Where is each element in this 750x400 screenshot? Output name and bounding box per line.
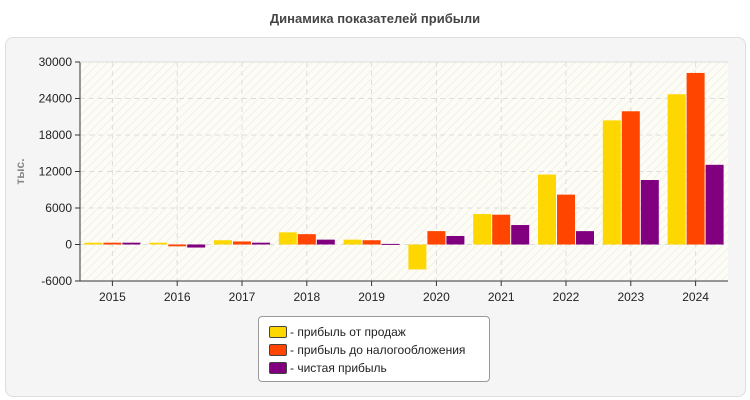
bar-2018-0 <box>278 232 297 245</box>
y-tick-label: 0 <box>65 238 72 252</box>
x-tick-label: 2021 <box>488 290 515 304</box>
x-tick-label: 2018 <box>293 290 320 304</box>
bar-2021-0 <box>473 214 492 245</box>
legend-swatch <box>269 344 287 356</box>
bar-2020-1 <box>427 231 446 245</box>
bar-2022-2 <box>576 231 594 245</box>
bar-2015-1 <box>103 242 122 245</box>
bar-2019-2 <box>381 243 400 245</box>
bar-2021-2 <box>511 225 530 245</box>
bar-2024-2 <box>705 164 724 245</box>
legend-item: - чистая прибыль <box>269 359 489 377</box>
y-tick-label: 12000 <box>39 165 73 179</box>
y-tick-label: -6000 <box>41 274 72 288</box>
x-tick-label: 2019 <box>358 290 385 304</box>
legend-label: - прибыль от продаж <box>290 325 406 339</box>
bar-2016-1 <box>168 244 187 247</box>
legend-label: - чистая прибыль <box>290 361 387 375</box>
x-tick-label: 2024 <box>682 290 709 304</box>
bar-2022-0 <box>538 174 556 245</box>
bar-2015-0 <box>84 242 103 245</box>
bar-2024-0 <box>667 94 686 245</box>
legend-swatch <box>269 326 287 338</box>
legend: - прибыль от продаж - прибыль до налогооб… <box>258 316 490 382</box>
x-tick-label: 2015 <box>99 290 126 304</box>
bar-2021-1 <box>492 214 511 245</box>
bar-2017-1 <box>233 241 251 245</box>
y-tick-label: 30000 <box>39 55 73 69</box>
x-tick-label: 2017 <box>229 290 256 304</box>
bar-2022-1 <box>557 194 575 245</box>
bar-2024-1 <box>686 72 705 245</box>
bar-2023-1 <box>621 111 640 245</box>
bar-2020-0 <box>408 244 427 270</box>
chart-title: Динамика показателей прибыли <box>269 11 481 26</box>
bar-2016-2 <box>187 244 206 248</box>
bar-2017-0 <box>214 240 232 245</box>
y-tick-label: 18000 <box>39 128 73 142</box>
y-tick-label: 6000 <box>45 201 72 215</box>
x-tick-label: 2022 <box>553 290 580 304</box>
legend-label: - прибыль до налогообложения <box>290 343 466 357</box>
bar-2019-1 <box>362 240 381 245</box>
x-tick-label: 2020 <box>423 290 450 304</box>
x-tick-label: 2016 <box>164 290 191 304</box>
bar-2017-2 <box>252 242 270 245</box>
y-tick-label: 24000 <box>39 92 73 106</box>
bar-2023-2 <box>640 180 659 245</box>
bar-2018-1 <box>297 234 316 245</box>
bar-2019-0 <box>343 239 362 245</box>
legend-swatch <box>269 362 287 374</box>
x-tick-label: 2023 <box>617 290 644 304</box>
bar-2023-0 <box>602 120 621 245</box>
y-axis-label: тыс. <box>13 158 27 184</box>
bar-2015-2 <box>122 242 141 245</box>
legend-item: - прибыль от продаж <box>269 323 489 341</box>
legend-item: - прибыль до налогообложения <box>269 341 489 359</box>
bar-2018-2 <box>316 239 335 245</box>
bar-2016-0 <box>149 242 168 245</box>
bar-2020-2 <box>446 235 465 245</box>
